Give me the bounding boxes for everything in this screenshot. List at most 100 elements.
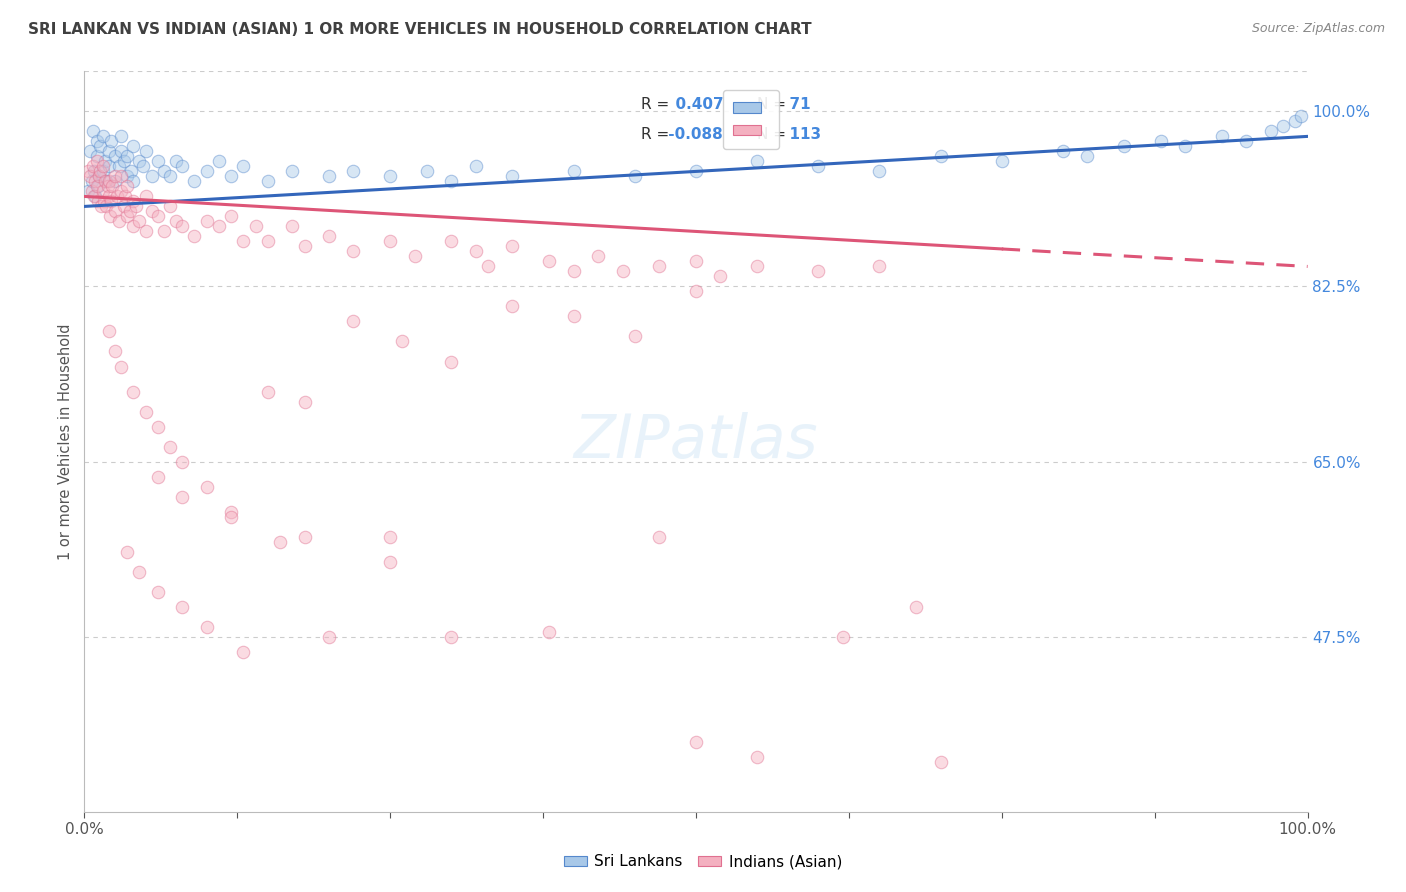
Point xyxy=(257,174,280,188)
Point xyxy=(84,189,107,203)
Point xyxy=(97,160,120,174)
Point xyxy=(440,630,463,644)
Point xyxy=(281,219,304,234)
Point xyxy=(586,250,609,264)
Point xyxy=(208,219,231,234)
Point xyxy=(146,584,169,599)
Point xyxy=(831,630,853,644)
Point xyxy=(219,169,242,184)
Point xyxy=(342,164,364,178)
Point xyxy=(122,174,145,188)
Point xyxy=(502,169,524,184)
Point xyxy=(869,260,891,274)
Point xyxy=(416,164,439,178)
Point xyxy=(87,194,110,209)
Point xyxy=(135,189,157,203)
Y-axis label: 1 or more Vehicles in Household: 1 or more Vehicles in Household xyxy=(58,323,73,560)
Point xyxy=(80,185,103,199)
Point xyxy=(1052,145,1074,159)
Point xyxy=(146,469,169,483)
Point xyxy=(245,219,267,234)
Point xyxy=(294,394,316,409)
Point xyxy=(122,219,145,234)
Point xyxy=(1284,114,1306,128)
Point xyxy=(929,149,952,163)
Point xyxy=(128,565,150,579)
Point xyxy=(112,154,135,169)
Point xyxy=(1076,149,1098,163)
Text: N =: N = xyxy=(758,97,786,112)
Point xyxy=(1272,120,1295,134)
Point xyxy=(90,199,112,213)
Point xyxy=(477,260,499,274)
Point xyxy=(141,204,163,219)
Point xyxy=(79,145,101,159)
Text: 0.407: 0.407 xyxy=(665,97,724,112)
Point xyxy=(87,179,110,194)
Point xyxy=(115,149,138,163)
Point xyxy=(869,164,891,178)
Point xyxy=(648,260,671,274)
Point xyxy=(685,164,707,178)
Point xyxy=(80,174,103,188)
Point xyxy=(709,269,731,284)
Point xyxy=(538,254,561,268)
Point xyxy=(208,154,231,169)
Point xyxy=(84,174,107,188)
Point xyxy=(807,264,830,278)
Point xyxy=(153,224,176,238)
Text: SRI LANKAN VS INDIAN (ASIAN) 1 OR MORE VEHICLES IN HOUSEHOLD CORRELATION CHART: SRI LANKAN VS INDIAN (ASIAN) 1 OR MORE V… xyxy=(28,22,811,37)
Point xyxy=(612,264,634,278)
Point xyxy=(747,260,769,274)
Point xyxy=(991,154,1014,169)
Point xyxy=(83,189,105,203)
Point xyxy=(624,169,647,184)
Point xyxy=(125,199,148,213)
Point xyxy=(183,174,205,188)
Point xyxy=(342,314,364,328)
Point xyxy=(1211,129,1233,144)
Point xyxy=(146,154,169,169)
Point xyxy=(104,169,127,184)
Point xyxy=(86,154,108,169)
Point xyxy=(1236,135,1258,149)
Point xyxy=(105,189,128,203)
Point xyxy=(96,174,118,188)
Point xyxy=(82,160,104,174)
Text: -0.088: -0.088 xyxy=(664,127,723,142)
Point xyxy=(318,630,340,644)
Point xyxy=(195,214,218,228)
Point xyxy=(89,139,111,153)
Point xyxy=(146,419,169,434)
Point xyxy=(100,135,122,149)
Point xyxy=(110,145,132,159)
Point xyxy=(380,555,402,569)
Point xyxy=(91,185,114,199)
Point xyxy=(94,154,117,169)
Point xyxy=(135,224,157,238)
Point xyxy=(104,204,127,219)
Point xyxy=(141,169,163,184)
Point xyxy=(195,620,218,634)
Point xyxy=(83,164,105,178)
Point xyxy=(112,199,135,213)
Point xyxy=(86,149,108,163)
Point xyxy=(115,179,138,194)
Point xyxy=(172,490,194,504)
Point xyxy=(172,160,194,174)
Point xyxy=(502,239,524,253)
Point xyxy=(128,214,150,228)
Point xyxy=(380,530,402,544)
Point xyxy=(122,194,145,209)
Point xyxy=(115,210,138,224)
Point xyxy=(562,264,585,278)
Point xyxy=(135,404,157,418)
Point xyxy=(159,199,181,213)
Point xyxy=(747,154,769,169)
Point xyxy=(1291,109,1313,123)
Point xyxy=(115,169,138,184)
Point xyxy=(97,179,120,194)
Point xyxy=(97,145,120,159)
Point xyxy=(929,755,952,769)
Point xyxy=(165,154,187,169)
